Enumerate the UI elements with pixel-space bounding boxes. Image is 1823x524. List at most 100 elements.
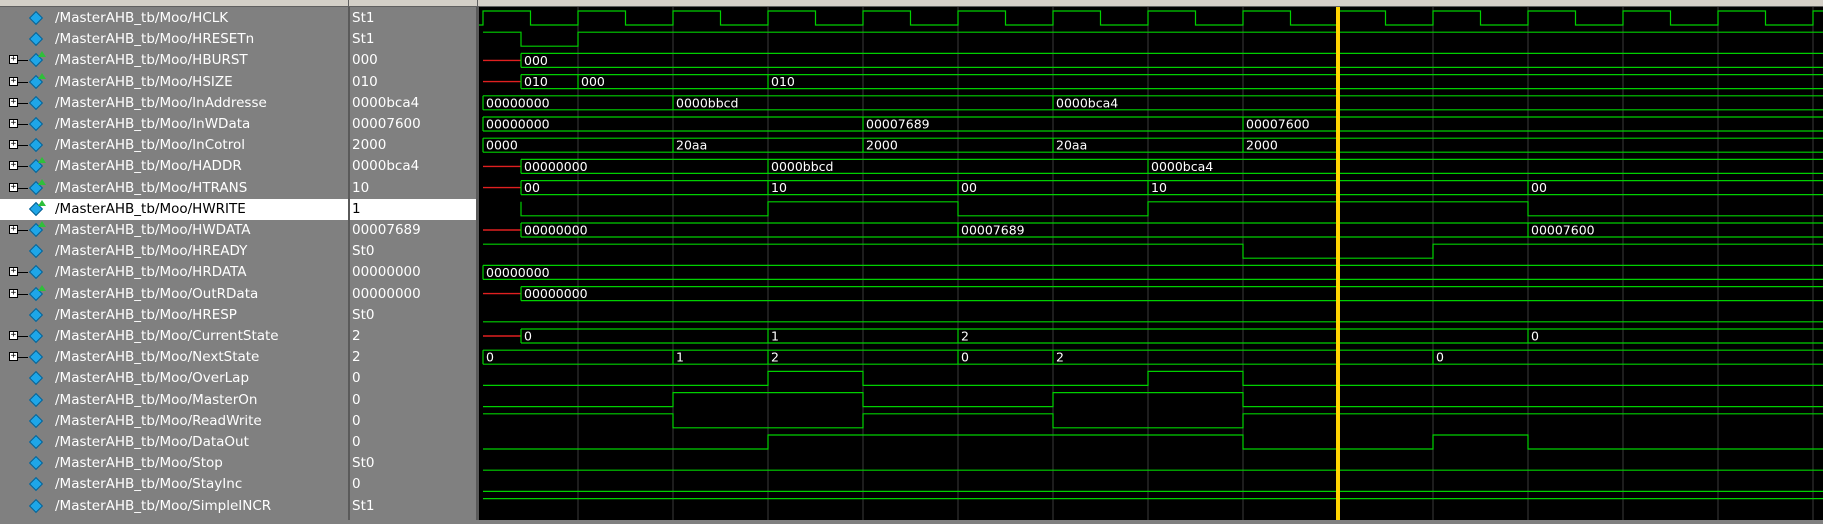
header-divider[interactable] — [477, 0, 478, 7]
signal-value[interactable]: 0 — [352, 434, 361, 450]
expand-icon[interactable]: + — [9, 96, 18, 107]
expand-icon[interactable]: + — [9, 266, 18, 277]
bus-value-label: 10 — [1151, 180, 1167, 195]
signal-row[interactable]: /MasterAHB_tb/Moo/HWRITE — [0, 198, 348, 220]
signal-row[interactable]: + /MasterAHB_tb/Moo/HWDATA — [0, 220, 348, 241]
bus-value-label: 00000000 — [486, 265, 550, 280]
signal-value[interactable]: St1 — [352, 31, 375, 48]
signal-value[interactable]: 2 — [352, 349, 361, 366]
waveform-pane[interactable]: 000 010 000 010 00000000 0000bbcd 0000bca4 0000… — [479, 7, 1823, 520]
header-divider[interactable] — [348, 0, 349, 7]
signal-row[interactable]: /MasterAHB_tb/Moo/SimpleINCR — [0, 496, 348, 517]
expand-icon[interactable]: + — [9, 181, 18, 192]
signal-value[interactable]: 2000 — [352, 137, 387, 154]
signal-value[interactable]: 0 — [352, 391, 361, 408]
signal-waveform — [483, 413, 1823, 429]
signal-name-pane: /MasterAHB_tb/Moo/HCLK/MasterAHB_tb/Moo/… — [0, 7, 348, 520]
expand-icon[interactable]: + — [9, 287, 18, 298]
signal-name: /MasterAHB_tb/Moo/HREADY — [55, 243, 248, 260]
signal-name: /MasterAHB_tb/Moo/CurrentState — [55, 328, 279, 344]
signal-icon — [28, 413, 44, 428]
signal-row[interactable]: + /MasterAHB_tb/Moo/InCotrol — [0, 135, 348, 156]
bus-value-label: 00007689 — [961, 223, 1025, 238]
signal-row[interactable]: /MasterAHB_tb/Moo/HCLK — [0, 8, 348, 29]
signal-value[interactable]: St0 — [352, 243, 375, 260]
signal-value[interactable]: 0000bca4 — [352, 158, 420, 175]
signal-row[interactable]: /MasterAHB_tb/Moo/HRESP — [0, 305, 348, 326]
signal-row[interactable]: /MasterAHB_tb/Moo/ReadWrite — [0, 411, 348, 432]
expand-icon[interactable]: + — [9, 75, 18, 86]
signal-name: /MasterAHB_tb/Moo/ReadWrite — [55, 412, 262, 429]
signal-value[interactable]: 00007600 — [352, 116, 421, 132]
expand-icon[interactable]: + — [9, 139, 18, 150]
signal-value[interactable]: 10 — [352, 179, 370, 196]
signal-row[interactable]: + /MasterAHB_tb/Moo/HBURST — [0, 50, 348, 71]
pane-splitter[interactable] — [348, 7, 350, 520]
signal-value[interactable]: 0 — [352, 412, 361, 429]
signal-value[interactable]: St1 — [352, 10, 375, 26]
pane-splitter[interactable] — [476, 7, 479, 520]
signal-row[interactable]: /MasterAHB_tb/Moo/MasterOn — [0, 390, 348, 411]
bus-value-label: 0000bca4 — [1151, 159, 1213, 174]
signal-value[interactable]: 0 — [352, 476, 361, 493]
signal-row[interactable]: /MasterAHB_tb/Moo/StayInc — [0, 474, 348, 495]
signal-row[interactable]: + /MasterAHB_tb/Moo/HADDR — [0, 156, 348, 177]
signal-icon — [28, 371, 44, 386]
signal-icon — [28, 434, 44, 450]
signal-row[interactable]: /MasterAHB_tb/Moo/HREADY — [0, 241, 348, 262]
signal-name: /MasterAHB_tb/Moo/HRESETn — [55, 31, 255, 48]
bus-value-label: 0000bca4 — [1056, 95, 1118, 110]
signal-value[interactable]: 00000000 — [352, 264, 421, 281]
signal-waveform — [483, 31, 1823, 47]
bus-value-label: 00 — [1531, 180, 1547, 195]
bus-value-label: 010 — [771, 74, 795, 89]
signal-row[interactable]: /MasterAHB_tb/Moo/DataOut — [0, 432, 348, 453]
bus-value-label: 20aa — [1056, 138, 1087, 153]
bus-value-label: 000 — [581, 74, 605, 89]
expand-icon[interactable]: + — [9, 224, 18, 234]
signal-row[interactable]: /MasterAHB_tb/Moo/Stop — [0, 453, 348, 474]
signal-value[interactable]: St0 — [352, 455, 375, 472]
bus-value-label: 00000000 — [524, 223, 588, 238]
signal-value[interactable]: 1 — [350, 198, 476, 220]
signal-row[interactable]: /MasterAHB_tb/Moo/HRESETn — [0, 29, 348, 50]
signal-row[interactable]: + /MasterAHB_tb/Moo/NextState — [0, 347, 348, 368]
expand-icon[interactable]: + — [9, 118, 18, 128]
bus-value-label: 0 — [1436, 350, 1444, 365]
signal-icon — [28, 498, 44, 513]
bus-value-label: 0000 — [486, 138, 518, 153]
signal-waveform — [520, 201, 1823, 217]
bus-value-label: 0 — [1531, 329, 1539, 344]
expand-icon[interactable]: + — [9, 351, 18, 362]
expand-icon[interactable]: + — [9, 160, 18, 171]
signal-value[interactable]: 00000000 — [352, 285, 421, 302]
signal-name: /MasterAHB_tb/Moo/InAddresse — [55, 94, 267, 111]
signal-name: /MasterAHB_tb/Moo/HCLK — [55, 10, 229, 26]
signal-row[interactable]: + /MasterAHB_tb/Moo/InWData — [0, 114, 348, 135]
signal-icon — [28, 477, 44, 492]
signal-name: /MasterAHB_tb/Moo/MasterOn — [55, 391, 258, 408]
signal-value[interactable]: 000 — [352, 52, 378, 69]
signal-row[interactable]: + /MasterAHB_tb/Moo/InAddresse — [0, 93, 348, 114]
signal-row[interactable]: + /MasterAHB_tb/Moo/HRDATA — [0, 262, 348, 283]
expand-icon[interactable]: + — [9, 330, 18, 340]
clock-waveform — [479, 10, 1823, 26]
bus-value-label: 00 — [524, 180, 540, 195]
signal-value[interactable]: 00007689 — [352, 222, 421, 238]
signal-row[interactable]: /MasterAHB_tb/Moo/OverLap — [0, 368, 348, 389]
signal-value[interactable]: 010 — [352, 73, 378, 90]
bus-value-label: 2 — [1056, 350, 1064, 365]
signal-row[interactable]: + /MasterAHB_tb/Moo/HSIZE — [0, 72, 348, 93]
signal-row[interactable]: + /MasterAHB_tb/Moo/HTRANS — [0, 178, 348, 199]
signal-name: /MasterAHB_tb/Moo/InWData — [55, 116, 251, 132]
signal-value[interactable]: 0000bca4 — [352, 94, 420, 111]
signal-value[interactable]: 0 — [352, 370, 361, 387]
signal-row[interactable]: + /MasterAHB_tb/Moo/OutRData — [0, 284, 348, 305]
signal-row[interactable]: + /MasterAHB_tb/Moo/CurrentState — [0, 326, 348, 347]
signal-value[interactable]: St1 — [352, 497, 375, 514]
expand-icon[interactable]: + — [9, 54, 18, 65]
signal-icon — [28, 10, 44, 26]
signal-value[interactable]: 2 — [352, 328, 361, 344]
signal-value[interactable]: St0 — [352, 306, 375, 323]
